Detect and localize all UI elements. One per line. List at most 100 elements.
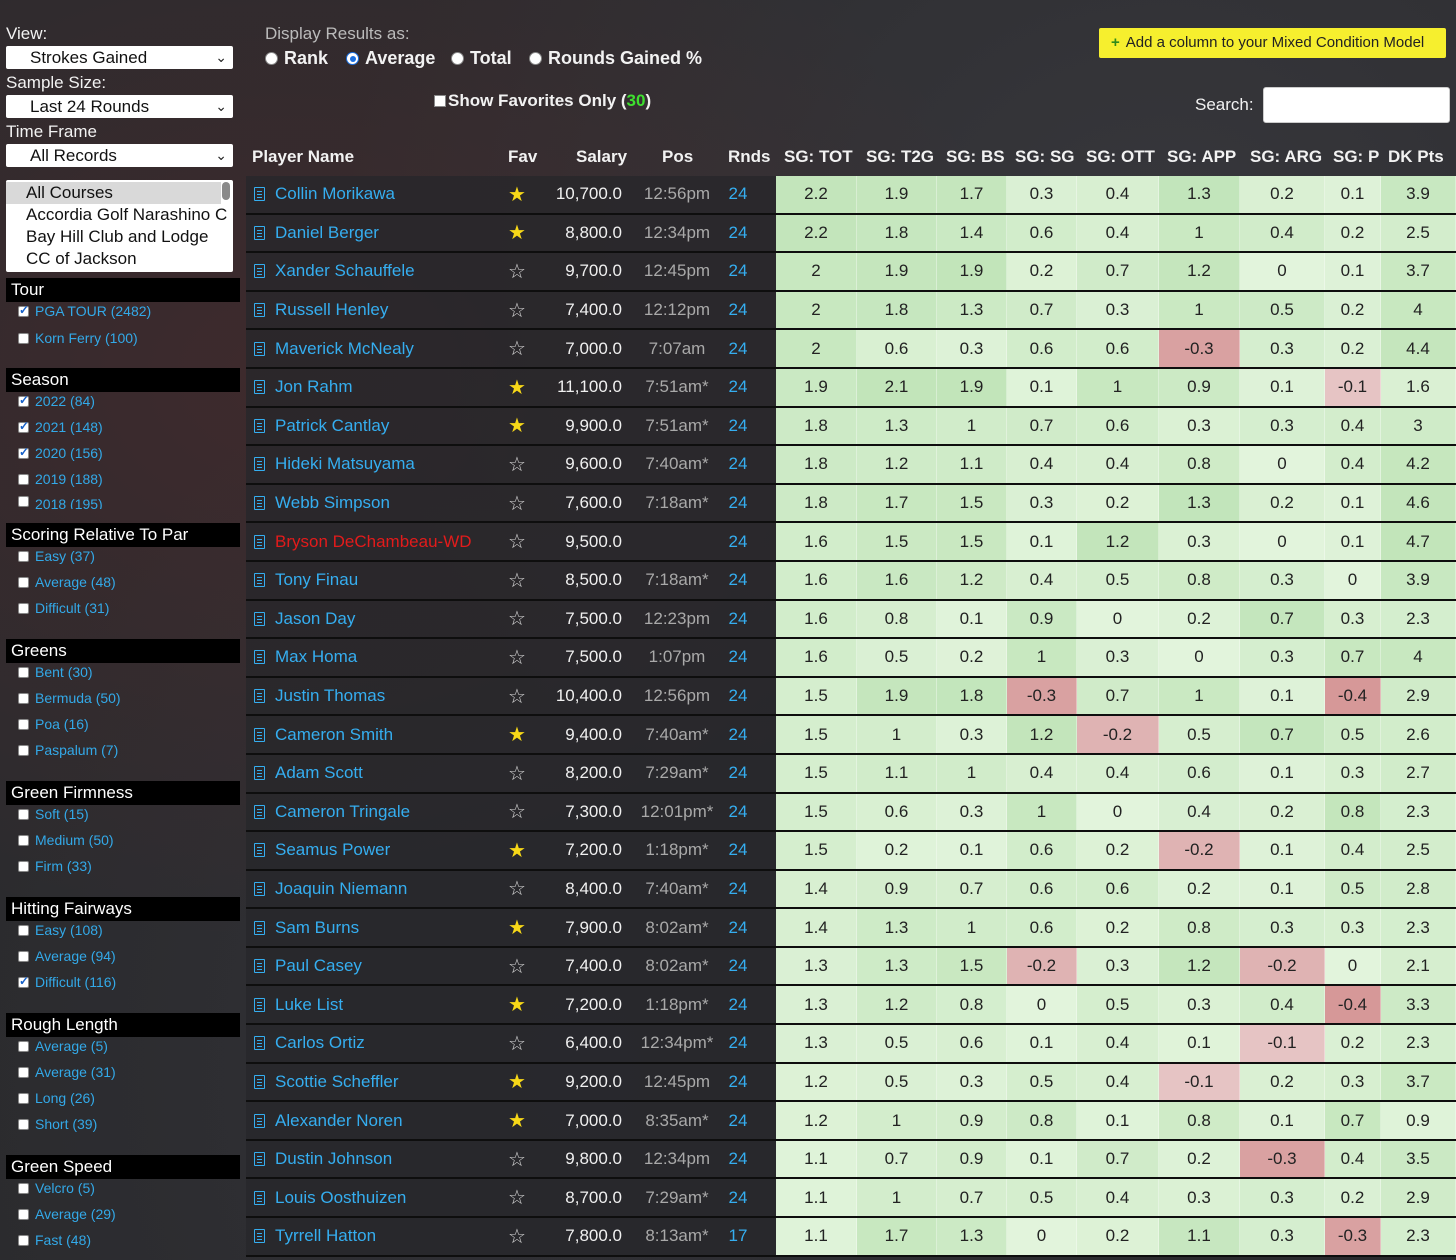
star-outline-icon[interactable]: ☆ — [508, 1225, 526, 1248]
player-name-link[interactable]: Justin Thomas — [254, 678, 385, 715]
star-outline-icon[interactable]: ☆ — [508, 685, 526, 708]
filter-checkbox-item[interactable]: Poa (16) — [18, 716, 89, 732]
radio-rounds-gained[interactable]: Rounds Gained % — [529, 48, 702, 69]
filter-checkbox-item[interactable]: 2020 (156) — [18, 445, 103, 461]
checkbox[interactable] — [18, 1208, 29, 1220]
document-icon[interactable] — [254, 611, 265, 626]
player-name-link[interactable]: Scottie Scheffler — [254, 1064, 398, 1101]
document-icon[interactable] — [254, 341, 265, 356]
filter-checkbox-item[interactable]: 2019 (188) — [18, 471, 103, 487]
player-name-link[interactable]: Max Homa — [254, 639, 357, 676]
table-row[interactable]: Jon Rahm ★ 11,100.0 7:51am* 24 1.9 2.1 1.9 0.1 1 0… — [246, 368, 1456, 408]
document-icon[interactable] — [254, 380, 265, 395]
table-row[interactable]: Alexander Noren ★ 7,000.0 8:35am* 24 1.2 1 0.9 0… — [246, 1102, 1456, 1141]
table-row[interactable]: Cameron Smith ★ 9,400.0 7:40am* 24 1.5 1 0.3 1.2… — [246, 716, 1456, 755]
player-name-link[interactable]: Louis Oosthuizen — [254, 1179, 406, 1216]
col-sg-t2g[interactable]: SG: T2G — [866, 147, 935, 166]
checkbox[interactable] — [18, 974, 29, 988]
checkbox[interactable] — [18, 550, 29, 562]
table-row[interactable]: Bryson DeChambeau-WD ☆ 9,500.0 24 1.6 1.5 1.5 0… — [246, 523, 1456, 562]
time-frame-select[interactable]: All Records ⌄ — [6, 144, 233, 167]
table-row[interactable]: Louis Oosthuizen ☆ 8,700.0 7:29am* 24 1.1 1 0.7… — [246, 1179, 1456, 1219]
filter-checkbox-item[interactable]: Bermuda (50) — [18, 690, 121, 706]
star-filled-icon[interactable]: ★ — [508, 1110, 526, 1133]
star-filled-icon[interactable]: ★ — [508, 222, 526, 245]
radio-button[interactable] — [451, 52, 464, 65]
document-icon[interactable] — [254, 1113, 265, 1128]
filter-checkbox-item[interactable]: Average (5) — [18, 1038, 108, 1054]
document-icon[interactable] — [254, 534, 265, 549]
radio-rank[interactable]: Rank — [265, 48, 328, 69]
star-outline-icon[interactable]: ☆ — [508, 569, 526, 592]
checkbox[interactable] — [18, 419, 29, 433]
table-row[interactable]: Jason Day ☆ 7,500.0 12:23pm 24 1.6 0.8 0.1 0.9 0 0… — [246, 600, 1456, 640]
table-row[interactable]: Russell Henley ☆ 7,400.0 12:12pm 24 2 1.8 1.3 0.… — [246, 291, 1456, 331]
document-icon[interactable] — [254, 1036, 265, 1051]
document-icon[interactable] — [254, 187, 265, 202]
document-icon[interactable] — [254, 264, 265, 279]
table-row[interactable]: Justin Thomas ☆ 10,400.0 12:56pm 24 1.5 1.9 1.8… — [246, 677, 1456, 717]
checkbox[interactable] — [18, 445, 29, 459]
checkbox[interactable] — [18, 602, 29, 614]
document-icon[interactable] — [254, 496, 265, 511]
table-row[interactable]: Tyrrell Hatton ☆ 7,800.0 8:13am* 17 1.1 1.7 1.3… — [246, 1218, 1456, 1257]
filter-checkbox-item[interactable]: Difficult (116) — [18, 974, 116, 990]
col-sg-sg[interactable]: SG: SG — [1015, 147, 1075, 166]
filter-checkbox-item[interactable]: Easy (108) — [18, 922, 103, 938]
radio-button[interactable] — [265, 52, 278, 65]
table-row[interactable]: Hideki Matsuyama ☆ 9,600.0 7:40am* 24 1.8 1.2 1… — [246, 446, 1456, 485]
checkbox[interactable] — [18, 860, 29, 872]
col-sg-bs[interactable]: SG: BS — [946, 147, 1005, 166]
table-row[interactable]: Patrick Cantlay ★ 9,900.0 7:51am* 24 1.8 1.3 1 0… — [246, 407, 1456, 447]
star-filled-icon[interactable]: ★ — [508, 839, 526, 862]
player-name-link[interactable]: Joaquin Niemann — [254, 871, 407, 908]
document-icon[interactable] — [254, 573, 265, 588]
star-outline-icon[interactable]: ☆ — [508, 1032, 526, 1055]
listbox-scrollbar[interactable] — [222, 182, 230, 200]
radio-button[interactable] — [346, 52, 359, 65]
document-icon[interactable] — [254, 1074, 265, 1089]
player-name-link[interactable]: Collin Morikawa — [254, 176, 395, 213]
col-rnds[interactable]: Rnds — [728, 147, 771, 166]
table-row[interactable]: Cameron Tringale ☆ 7,300.0 12:01pm* 24 1.5 0.6… — [246, 793, 1456, 833]
checkbox[interactable] — [18, 1092, 29, 1104]
document-icon[interactable] — [254, 418, 265, 433]
star-outline-icon[interactable]: ☆ — [508, 762, 526, 785]
star-filled-icon[interactable]: ★ — [508, 994, 526, 1017]
star-outline-icon[interactable]: ☆ — [508, 492, 526, 515]
filter-checkbox-item[interactable]: 2021 (148) — [18, 419, 103, 435]
checkbox[interactable] — [18, 834, 29, 846]
table-row[interactable]: Maverick McNealy ☆ 7,000.0 7:07am 24 2 0.6 0.3 0… — [246, 330, 1456, 369]
table-row[interactable]: Joaquin Niemann ☆ 8,400.0 7:40am* 24 1.4 0.9 0.… — [246, 870, 1456, 910]
col-pos[interactable]: Pos — [662, 147, 694, 166]
document-icon[interactable] — [254, 303, 265, 318]
view-select[interactable]: Strokes Gained ⌄ — [6, 46, 233, 69]
checkbox[interactable] — [18, 1234, 29, 1246]
player-name-link[interactable]: Cameron Tringale — [254, 794, 410, 831]
course-option[interactable]: Accordia Golf Narashino C — [26, 205, 228, 224]
radio-total[interactable]: Total — [451, 48, 512, 69]
document-icon[interactable] — [254, 997, 265, 1012]
star-outline-icon[interactable]: ☆ — [508, 260, 526, 283]
document-icon[interactable] — [254, 457, 265, 472]
player-name-link[interactable]: Bryson DeChambeau-WD — [254, 523, 472, 560]
star-filled-icon[interactable]: ★ — [508, 415, 526, 438]
player-name-link[interactable]: Hideki Matsuyama — [254, 446, 415, 483]
checkbox[interactable] — [18, 473, 29, 485]
table-row[interactable]: Seamus Power ★ 7,200.0 1:18pm* 24 1.5 0.2 0.1 0.… — [246, 832, 1456, 871]
checkbox[interactable] — [18, 692, 29, 704]
star-outline-icon[interactable]: ☆ — [508, 299, 526, 322]
filter-checkbox-item[interactable]: Fast (48) — [18, 1232, 91, 1248]
checkbox[interactable] — [18, 808, 29, 820]
filter-checkbox-item[interactable]: Bent (30) — [18, 664, 93, 680]
star-outline-icon[interactable]: ☆ — [508, 338, 526, 361]
search-input[interactable] — [1263, 87, 1450, 123]
star-outline-icon[interactable]: ☆ — [508, 608, 526, 631]
table-row[interactable]: Scottie Scheffler ★ 9,200.0 12:45pm 24 1.2 0.5… — [246, 1063, 1456, 1103]
filter-checkbox-item[interactable]: Velcro (5) — [18, 1180, 95, 1196]
document-icon[interactable] — [254, 766, 265, 781]
table-row[interactable]: Tony Finau ☆ 8,500.0 7:18am* 24 1.6 1.6 1.2 0.4 0… — [246, 561, 1456, 601]
checkbox[interactable] — [18, 1182, 29, 1194]
checkbox[interactable] — [18, 393, 29, 407]
filter-checkbox-item[interactable]: Paspalum (7) — [18, 742, 118, 758]
